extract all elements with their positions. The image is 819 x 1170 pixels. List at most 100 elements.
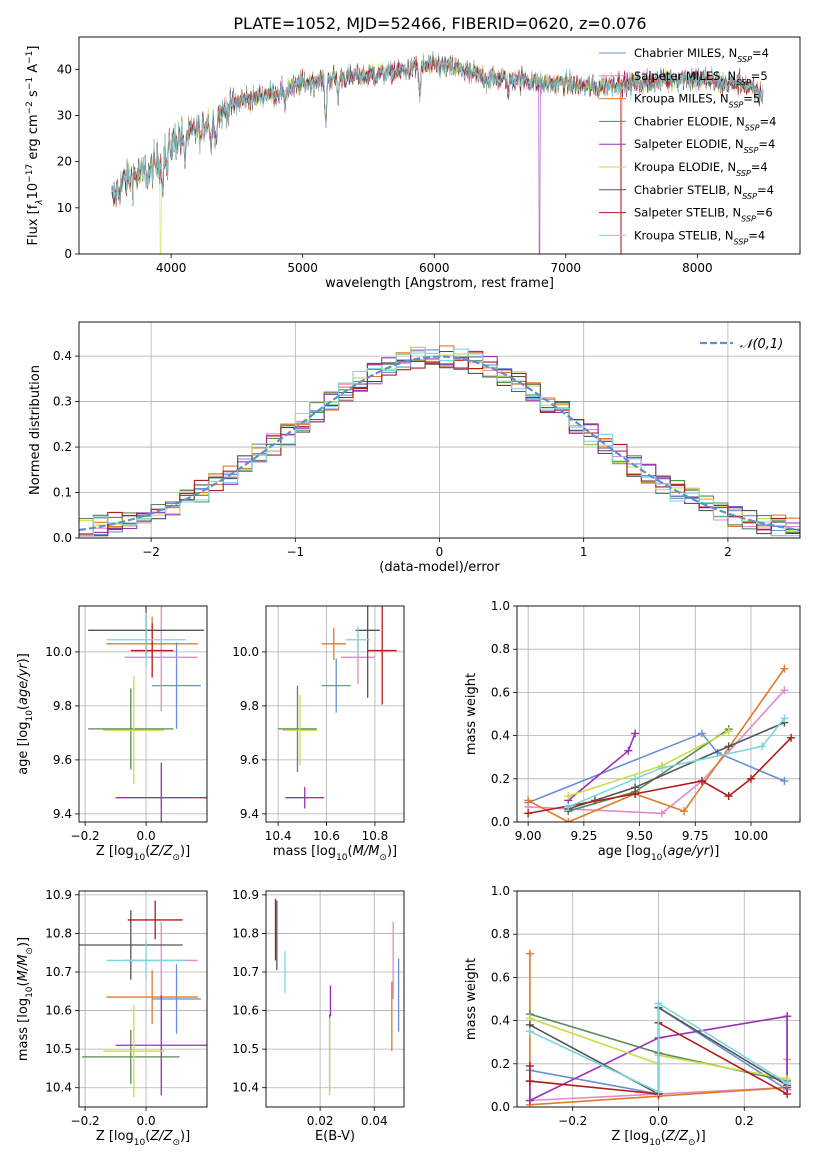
weight-marker-kroupa-miles bbox=[564, 818, 573, 822]
weight-marker-kroupa-stelib bbox=[525, 1027, 534, 1036]
age-vs-Z-x-axis-label: Z [log10(Z/Z⊙)] bbox=[96, 844, 190, 863]
weight-marker-salpeter-elodie bbox=[783, 1012, 792, 1021]
weight-marker-salpeter-stelib bbox=[631, 789, 640, 798]
errorbar-salpeter-miles bbox=[124, 606, 198, 712]
y-tick-label: 20 bbox=[57, 155, 72, 169]
y-tick-label: 10.5 bbox=[45, 1042, 72, 1056]
y-tick-label: 10.4 bbox=[45, 1081, 72, 1095]
y-tick-label: 9.6 bbox=[53, 753, 72, 767]
errorbar-chabrier-miles bbox=[152, 964, 201, 1034]
weight-marker-kroupa-elodie bbox=[724, 727, 733, 736]
age-vs-mass-panel: 10.4 10.6 10.8 9.4 9.6 9.8 10.0 mass [log10(M/M… bbox=[232, 605, 405, 863]
age-vs-Z-ticks: −0.2 0.0 9.4 9.6 9.8 10.0 bbox=[45, 645, 155, 843]
y-tick-label: 10.9 bbox=[232, 888, 259, 902]
weight-marker-salpeter-stelib bbox=[724, 792, 733, 801]
weight-marker-salpeter-stelib bbox=[787, 733, 796, 742]
mass-vs-Z-grid bbox=[79, 891, 207, 1107]
errorbar-salpeter-elodie bbox=[115, 995, 207, 1096]
y-tick-label: 10.9 bbox=[45, 888, 72, 902]
weight-line-salpeter-stelib bbox=[527, 737, 792, 815]
mass-vs-Z-frame bbox=[78, 890, 208, 1108]
errorbar-salpeter-stelib bbox=[130, 623, 174, 678]
age-vs-Z-y-axis-label: age [log10(age/yr)] bbox=[16, 653, 35, 775]
legend-entry-kroupa-miles: Kroupa MILES, NSSP=5 bbox=[634, 92, 760, 110]
x-tick-label: 9.00 bbox=[515, 829, 542, 843]
y-tick-label: 9.6 bbox=[240, 753, 259, 767]
y-tick-label: 30 bbox=[57, 108, 72, 122]
legend-entry-kroupa-elodie: Kroupa ELODIE, NSSP=4 bbox=[634, 160, 768, 178]
y-tick-label: 10.6 bbox=[232, 1004, 259, 1018]
x-tick-label: 4000 bbox=[156, 261, 187, 275]
residuals-frame bbox=[78, 321, 801, 539]
x-tick-label: 0 bbox=[436, 545, 444, 559]
errorbar-kroupa-stelib bbox=[106, 941, 186, 980]
weight-marker-kroupa-stelib bbox=[654, 1087, 663, 1096]
errorbar-kroupa-miles bbox=[321, 627, 346, 660]
y-tick-label: 0.0 bbox=[491, 815, 510, 829]
y-tick-label: 0.4 bbox=[491, 729, 510, 743]
y-tick-label: 0.0 bbox=[491, 1100, 510, 1114]
residuals-x-axis-label: (data-model)/error bbox=[379, 560, 500, 575]
y-tick-label: 0.4 bbox=[491, 1014, 510, 1028]
y-tick-label: 10.0 bbox=[232, 645, 259, 659]
legend-entry-kroupa-stelib: Kroupa STELIB, NSSP=4 bbox=[634, 228, 765, 246]
errorbar-kroupa-stelib bbox=[345, 626, 371, 654]
weight-vs-age-y-axis-label: mass weight bbox=[464, 673, 479, 755]
age-vs-Z-plot-area bbox=[88, 606, 207, 822]
weight-vs-Z-plot-area bbox=[525, 949, 792, 1107]
legend-entry-normal: 𝒩(0,1) bbox=[740, 337, 783, 352]
x-tick-label: 10.8 bbox=[362, 829, 389, 843]
y-tick-label: 9.4 bbox=[53, 807, 72, 821]
legend-entry-chabrier-elodie: Chabrier ELODIE, NSSP=4 bbox=[634, 114, 776, 131]
x-tick-label: 9.75 bbox=[682, 829, 709, 843]
y-tick-label: 10.7 bbox=[232, 965, 259, 979]
errorbar-kroupa-elodie bbox=[282, 695, 317, 766]
legend-entry-chabrier-miles: Chabrier MILES, NSSP=4 bbox=[634, 46, 769, 64]
weight-marker-salpeter-stelib bbox=[783, 1090, 792, 1099]
weight-marker-salpeter-miles bbox=[657, 809, 666, 818]
residuals-y-axis-label: Normed distribution bbox=[28, 365, 43, 495]
y-tick-label: 1.0 bbox=[491, 599, 510, 613]
errorbar-kroupa-miles bbox=[106, 970, 198, 1025]
x-tick-label: 10.6 bbox=[313, 829, 340, 843]
weight-line-kroupa-elodie bbox=[568, 730, 730, 797]
errorbar-chabrier-elodie bbox=[82, 1029, 180, 1084]
x-tick-label: 7000 bbox=[551, 261, 582, 275]
x-tick-label: 0.02 bbox=[307, 1114, 334, 1128]
weight-marker-kroupa-stelib bbox=[564, 802, 573, 811]
weight-vs-age-plot-area bbox=[524, 664, 796, 822]
weight-marker-kroupa-elodie bbox=[564, 792, 573, 801]
x-tick-label: 2 bbox=[724, 545, 732, 559]
weight-line-kroupa-miles bbox=[527, 668, 786, 822]
weight-marker-chabrier-miles bbox=[780, 776, 789, 785]
spectrum-x-axis-label: wavelength [Angstrom, rest frame] bbox=[325, 276, 554, 291]
mass-vs-Z-panel: −0.2 0.0 10.4 10.5 10.6 10.7 10.8 10.9 Z [log10(… bbox=[16, 888, 208, 1148]
y-tick-label: 10.5 bbox=[232, 1042, 259, 1056]
x-tick-label: 0.0 bbox=[649, 1114, 668, 1128]
x-tick-label: −0.2 bbox=[71, 829, 100, 843]
weight-marker-salpeter-elodie bbox=[631, 729, 640, 738]
weight-vs-Z-panel: −0.2 0.0 0.2 0.0 0.2 0.4 0.6 0.8 1.0 Z [log10(Z/Z… bbox=[464, 884, 801, 1148]
age-vs-mass-plot-area bbox=[278, 606, 397, 809]
residuals-ticks: −2 −1 0 1 2 0.0 0.1 0.2 0.3 0.4 bbox=[53, 349, 732, 559]
y-tick-label: 40 bbox=[57, 62, 72, 76]
errorbar-salpeter-stelib bbox=[367, 606, 397, 705]
weight-vs-Z-x-axis-label: Z [log10(Z/Z⊙)] bbox=[611, 1129, 705, 1148]
weight-marker-chabrier-stelib bbox=[724, 742, 733, 751]
weight-marker-kroupa-miles bbox=[680, 807, 689, 816]
weight-line-kroupa-stelib bbox=[567, 717, 786, 808]
y-tick-label: 9.4 bbox=[240, 807, 259, 821]
weight-vs-Z-y-axis-label: mass weight bbox=[464, 958, 479, 1040]
x-tick-label: −2 bbox=[142, 545, 160, 559]
y-tick-label: 9.8 bbox=[240, 699, 259, 713]
y-tick-label: 0.8 bbox=[491, 642, 510, 656]
weight-marker-kroupa-miles bbox=[525, 949, 534, 958]
spectrum-panel: 4000 5000 6000 7000 8000 0 10 20 30 40 wavelength … bbox=[25, 36, 801, 291]
errorbar-kroupa-stelib bbox=[106, 612, 186, 667]
spectrum-line-kroupa-stelib bbox=[111, 51, 764, 206]
weight-marker-kroupa-stelib bbox=[654, 999, 663, 1008]
mass-vs-ebv-plot-area bbox=[274, 898, 400, 1096]
errorbar-kroupa-elodie bbox=[103, 1004, 165, 1098]
x-tick-label: −1 bbox=[286, 545, 304, 559]
